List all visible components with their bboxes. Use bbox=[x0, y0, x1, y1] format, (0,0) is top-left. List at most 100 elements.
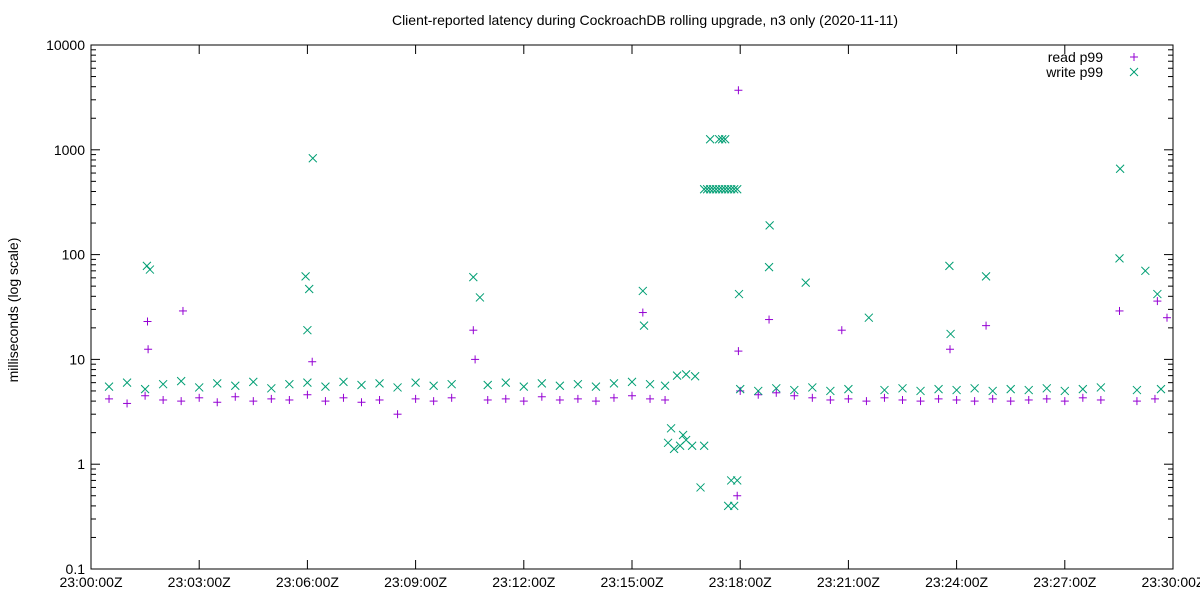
write-point bbox=[864, 313, 874, 323]
write-point bbox=[807, 383, 817, 392]
read-point bbox=[1024, 395, 1033, 404]
write-point bbox=[1156, 384, 1166, 394]
x-tick-label: 23:21:00Z bbox=[817, 574, 880, 590]
read-point bbox=[733, 491, 742, 500]
read-point bbox=[1042, 394, 1051, 403]
read-point bbox=[1006, 397, 1015, 406]
write-point bbox=[1153, 289, 1162, 299]
write-point bbox=[1078, 384, 1088, 394]
write-point bbox=[501, 378, 511, 388]
read-point bbox=[862, 397, 871, 406]
read-point bbox=[1078, 393, 1087, 402]
write-point bbox=[627, 377, 637, 387]
read-point bbox=[790, 391, 799, 400]
write-point bbox=[357, 380, 366, 390]
read-point bbox=[143, 317, 152, 326]
write-point bbox=[537, 379, 547, 388]
read-point bbox=[982, 321, 991, 330]
write-point bbox=[672, 371, 682, 380]
write-point bbox=[555, 381, 565, 391]
x-tick-label: 23:06:00Z bbox=[276, 574, 339, 590]
write-point bbox=[687, 441, 697, 451]
write-point bbox=[844, 384, 853, 394]
write-point bbox=[321, 382, 330, 391]
write-point bbox=[393, 383, 402, 392]
write-point bbox=[970, 383, 979, 393]
read-point bbox=[734, 86, 743, 95]
read-point bbox=[1150, 394, 1159, 403]
write-point bbox=[1096, 383, 1106, 392]
write-point bbox=[285, 379, 294, 389]
read-point bbox=[447, 393, 456, 402]
read-point bbox=[285, 395, 294, 404]
write-point bbox=[981, 272, 991, 281]
legend-marker-plus bbox=[1130, 53, 1138, 61]
read-point bbox=[1096, 395, 1105, 404]
write-point bbox=[591, 382, 601, 391]
write-point bbox=[301, 272, 310, 281]
read-point bbox=[308, 357, 317, 366]
read-point bbox=[483, 395, 492, 404]
write-point bbox=[303, 325, 312, 335]
write-point bbox=[1115, 254, 1124, 263]
read-point bbox=[249, 397, 258, 406]
y-tick-label: 10 bbox=[69, 351, 85, 367]
read-point bbox=[1060, 397, 1069, 406]
x-tick-label: 23:00:00Z bbox=[59, 574, 122, 590]
write-point bbox=[729, 184, 739, 194]
axis-ticks: 0.1 1 10 100 1000 10000 23:00:00Z 23:03:00Z 23:0… bbox=[46, 37, 1200, 590]
y-tick-label: 1 bbox=[77, 456, 85, 472]
x-tick-label: 23:09:00Z bbox=[384, 574, 447, 590]
read-point bbox=[988, 394, 997, 403]
write-point bbox=[690, 371, 700, 381]
write-point bbox=[789, 385, 799, 395]
write-point bbox=[1132, 385, 1142, 395]
read-point bbox=[970, 397, 979, 406]
write-point bbox=[764, 262, 774, 272]
read-point bbox=[638, 308, 647, 317]
write-point bbox=[1140, 266, 1150, 276]
write-point bbox=[176, 376, 186, 386]
read-point bbox=[144, 345, 153, 354]
legend-label: read p99 bbox=[1048, 49, 1103, 65]
read-point bbox=[934, 394, 943, 403]
read-point bbox=[177, 397, 186, 406]
legend-marker-cross bbox=[1129, 67, 1139, 77]
read-point bbox=[646, 394, 655, 403]
write-point bbox=[304, 284, 314, 294]
write-point bbox=[411, 378, 420, 388]
y-tick-label: 100 bbox=[62, 247, 86, 263]
read-point bbox=[945, 345, 954, 354]
read-point bbox=[393, 410, 402, 419]
read-point bbox=[469, 326, 478, 335]
read-point bbox=[501, 394, 510, 403]
x-tick-label: 23:27:00Z bbox=[1033, 574, 1096, 590]
write-point bbox=[1060, 386, 1070, 396]
write-point bbox=[826, 386, 835, 396]
write-point bbox=[705, 134, 715, 144]
x-tick-label: 23:24:00Z bbox=[925, 574, 988, 590]
read-point bbox=[141, 391, 150, 400]
read-point bbox=[1162, 313, 1171, 322]
write-point bbox=[734, 289, 744, 299]
series-write-p99 bbox=[104, 134, 1166, 511]
read-point bbox=[555, 395, 564, 404]
write-point bbox=[720, 134, 730, 144]
read-point bbox=[1132, 397, 1141, 406]
series-read-p99 bbox=[105, 86, 1171, 500]
write-point bbox=[447, 379, 457, 389]
write-point bbox=[916, 386, 925, 396]
read-point bbox=[1115, 306, 1124, 315]
read-point bbox=[267, 394, 276, 403]
read-point bbox=[880, 393, 889, 402]
write-point bbox=[145, 265, 155, 274]
read-point bbox=[826, 395, 835, 404]
x-tick-label: 23:30:00Z bbox=[1141, 574, 1200, 590]
write-point bbox=[230, 381, 240, 391]
read-point bbox=[105, 394, 114, 403]
write-point bbox=[104, 382, 114, 391]
y-tick-label: 1000 bbox=[54, 142, 85, 158]
read-point bbox=[772, 388, 781, 397]
